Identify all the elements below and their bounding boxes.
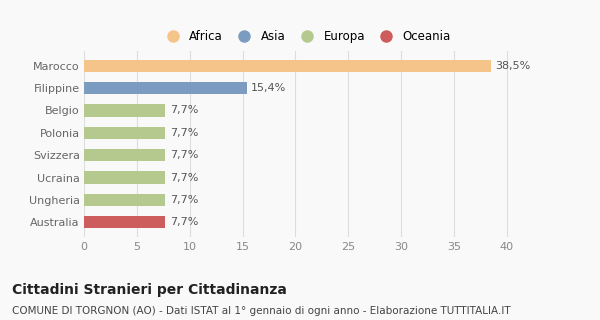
Bar [84,172,166,184]
Bar [84,149,166,161]
Text: 7,7%: 7,7% [170,150,198,160]
Text: 7,7%: 7,7% [170,128,198,138]
Bar [84,216,166,228]
Text: 7,7%: 7,7% [170,106,198,116]
Text: 7,7%: 7,7% [170,172,198,182]
Bar [84,104,166,116]
Bar [84,60,491,72]
Bar [84,127,166,139]
Legend: Africa, Asia, Europa, Oceania: Africa, Asia, Europa, Oceania [157,26,455,48]
Text: 7,7%: 7,7% [170,217,198,227]
Text: Cittadini Stranieri per Cittadinanza: Cittadini Stranieri per Cittadinanza [12,283,287,297]
Text: 38,5%: 38,5% [495,61,530,71]
Bar [84,82,247,94]
Bar [84,194,166,206]
Text: 15,4%: 15,4% [251,83,286,93]
Text: 7,7%: 7,7% [170,195,198,205]
Text: COMUNE DI TORGNON (AO) - Dati ISTAT al 1° gennaio di ogni anno - Elaborazione TU: COMUNE DI TORGNON (AO) - Dati ISTAT al 1… [12,306,511,316]
